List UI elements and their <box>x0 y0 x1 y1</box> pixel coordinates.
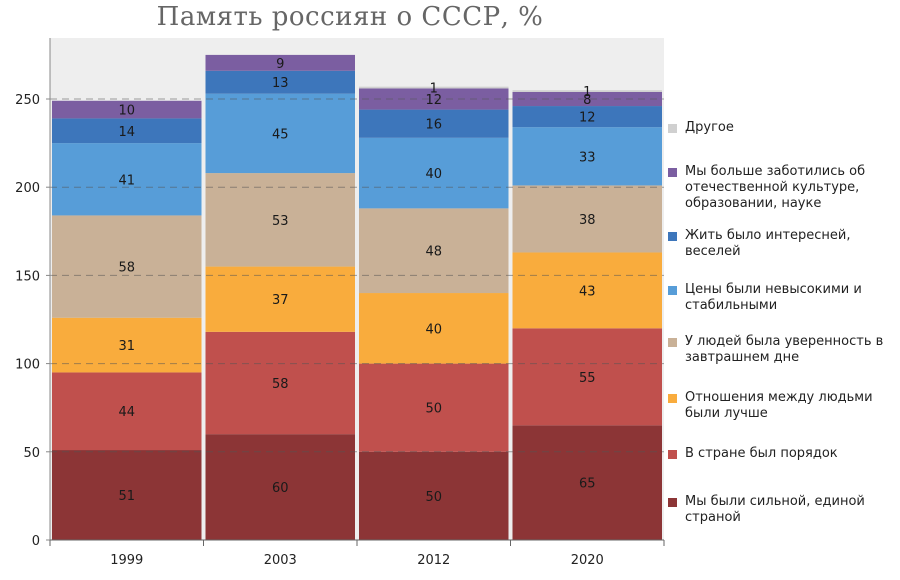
legend-item: Цены были невысокими и стабильными <box>668 282 896 314</box>
bar-segment <box>512 185 662 253</box>
y-tick-label: 50 <box>23 446 40 461</box>
legend-swatch <box>668 286 677 295</box>
data-label: 53 <box>272 214 289 229</box>
bar-segment <box>359 363 509 452</box>
data-label: 48 <box>425 245 442 260</box>
data-label: 50 <box>425 402 442 417</box>
data-label: 14 <box>118 125 135 140</box>
data-label: 45 <box>272 127 289 142</box>
bar-segment <box>205 54 355 71</box>
data-label: 60 <box>272 481 289 496</box>
data-label: 33 <box>579 150 596 165</box>
bar-segment <box>359 451 509 540</box>
y-tick-label: 250 <box>15 93 40 108</box>
legend-swatch <box>668 168 677 177</box>
bar-segment <box>512 328 662 426</box>
data-label: 38 <box>579 213 596 228</box>
bar-segment <box>52 118 202 144</box>
legend-item: Мы больше заботились об отечественной ку… <box>668 164 896 212</box>
legend-swatch <box>668 124 677 133</box>
data-label: 9 <box>276 57 284 72</box>
x-tick-label: 2003 <box>264 553 297 568</box>
y-tick-label: 100 <box>15 358 40 373</box>
legend-label: Цены были невысокими и стабильными <box>685 282 862 313</box>
bar-segment <box>52 372 202 451</box>
data-label: 44 <box>118 405 135 420</box>
legend-label: У людей была уверенность в завтрашнем дн… <box>685 334 884 365</box>
bar-segment <box>359 137 509 209</box>
legend-item: Отношения между людьми были лучше <box>668 390 896 422</box>
legend-item: В стране был порядок <box>668 446 896 462</box>
legend-swatch <box>668 338 677 347</box>
bar-segment <box>205 331 355 435</box>
legend-swatch <box>668 450 677 459</box>
data-label: 13 <box>272 76 289 91</box>
data-label: 12 <box>579 111 596 126</box>
bar-segment <box>512 252 662 329</box>
chart-title: Память россиян о СССР, % <box>156 2 544 32</box>
legend-swatch <box>668 498 677 507</box>
bar-segment <box>512 127 662 186</box>
bar-segment <box>359 293 509 364</box>
bar-segment <box>359 88 509 110</box>
legend-label: Другое <box>685 120 734 135</box>
data-label: 8 <box>583 93 591 108</box>
legend-item: Другое <box>668 120 896 136</box>
bar-segment <box>52 215 202 318</box>
legend-label: Мы больше заботились об отечественной ку… <box>685 164 866 211</box>
data-label: 31 <box>118 339 135 354</box>
x-tick-label: 1999 <box>110 553 143 568</box>
bar-segment <box>205 266 355 332</box>
y-tick-label: 0 <box>32 534 40 549</box>
data-label: 50 <box>425 490 442 505</box>
data-label: 41 <box>118 173 135 188</box>
legend-item: Мы были сильной, единой страной <box>668 494 896 526</box>
legend-label: Отношения между людьми были лучше <box>685 390 873 421</box>
data-label: 40 <box>425 167 442 182</box>
data-label: 1 <box>583 85 591 100</box>
legend-swatch <box>668 394 677 403</box>
bar-segment <box>512 91 662 107</box>
bar-segment <box>52 143 202 216</box>
bar-segment <box>512 106 662 128</box>
data-label: 37 <box>272 293 289 308</box>
bar-segment <box>205 93 355 174</box>
legend-label: В стране был порядок <box>685 446 838 461</box>
data-label: 58 <box>118 261 135 276</box>
data-label: 65 <box>579 477 596 492</box>
legend-label: Жить было интересней, веселей <box>685 228 851 259</box>
bar-segment <box>205 70 355 94</box>
data-label: 58 <box>272 377 289 392</box>
bar-segment <box>52 100 202 119</box>
y-tick-label: 150 <box>15 269 40 284</box>
data-label: 1 <box>430 82 438 97</box>
legend-item: Жить было интересней, веселей <box>668 228 896 260</box>
x-tick-label: 2020 <box>571 553 604 568</box>
data-label: 43 <box>579 284 596 299</box>
y-tick-label: 200 <box>15 181 40 196</box>
bar-segment <box>52 450 202 540</box>
legend-item: У людей была уверенность в завтрашнем дн… <box>668 334 896 366</box>
legend-label: Мы были сильной, единой страной <box>685 494 865 525</box>
data-label: 51 <box>118 489 135 504</box>
legend-swatch <box>668 232 677 241</box>
bar-segment <box>359 208 509 294</box>
bar-segment <box>205 173 355 267</box>
bar-segment <box>359 86 509 89</box>
bar-segment <box>359 109 509 138</box>
data-label: 40 <box>425 322 442 337</box>
data-label: 55 <box>579 371 596 386</box>
data-label: 10 <box>118 104 135 119</box>
bar-segment <box>512 90 662 92</box>
x-tick-label: 2012 <box>417 553 450 568</box>
data-label: 16 <box>425 118 442 133</box>
data-label: 12 <box>425 93 442 108</box>
bar-segment <box>512 425 662 540</box>
